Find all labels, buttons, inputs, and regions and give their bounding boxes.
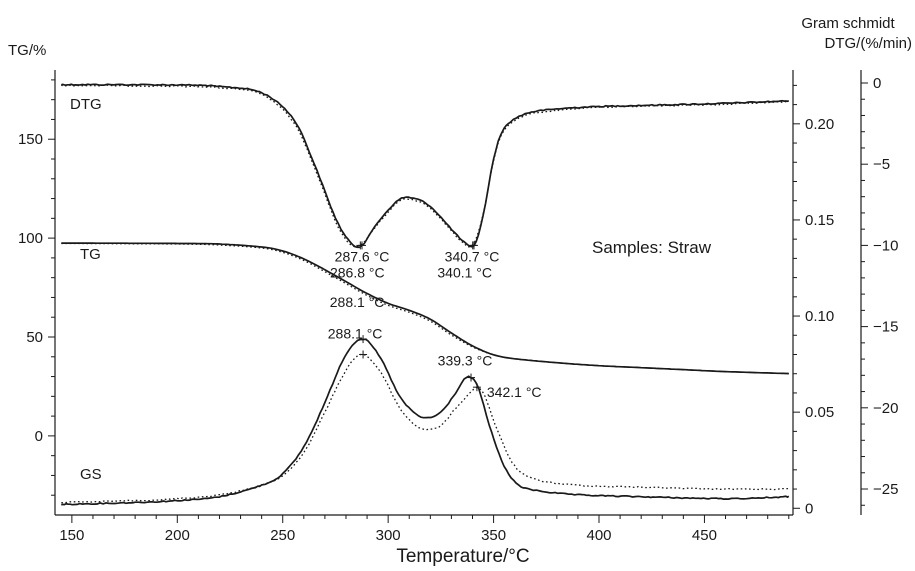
dtg-tick-label: −15 bbox=[873, 319, 898, 336]
dtg-tick-label: −25 bbox=[873, 481, 898, 498]
gram-schmidt-axis-title: Gram schmidt bbox=[801, 15, 895, 32]
series-label-tg: TG bbox=[80, 246, 101, 263]
x-tick-label: 250 bbox=[270, 527, 295, 544]
tg-tick-label: 100 bbox=[18, 230, 43, 247]
gs-curve-dotted bbox=[61, 353, 789, 504]
tg-curve bbox=[61, 242, 789, 375]
gs-tick-label: 0.15 bbox=[805, 212, 834, 229]
tg-tick-label: 0 bbox=[35, 428, 43, 445]
dtg-axis-title: DTG/(%/min) bbox=[825, 35, 913, 52]
peak-label: 340.7 °C bbox=[445, 248, 500, 264]
peak-label: 288.1 °C bbox=[328, 326, 383, 342]
dtg-tick-label: −10 bbox=[873, 237, 898, 254]
dtg-curve bbox=[61, 83, 790, 249]
gs-tick-label: 0.05 bbox=[805, 404, 834, 421]
x-tick-label: 350 bbox=[481, 527, 506, 544]
gs-tick-label: 0 bbox=[805, 500, 813, 517]
x-tick-label: 300 bbox=[376, 527, 401, 544]
dtg-axis: 0 −5 −10 −15 −20 −25 bbox=[861, 75, 898, 506]
gram-schmidt-axis: 0 0.05 0.10 0.15 0.20 bbox=[793, 84, 834, 517]
gs-tick-label: 0.10 bbox=[805, 308, 834, 325]
peak-label: 340.1 °C bbox=[437, 264, 492, 280]
tg-tick-label: 50 bbox=[26, 329, 43, 346]
peak-label: 342.1 °C bbox=[487, 384, 542, 400]
x-tick-label: 200 bbox=[165, 527, 190, 544]
dtg-tick-label: −20 bbox=[873, 400, 898, 417]
tg-axis: 0 50 100 150 bbox=[18, 79, 55, 496]
x-axis-title: Temperature/°C bbox=[396, 546, 529, 567]
gs-tick-label: 0.20 bbox=[805, 116, 834, 133]
series-label-dtg: DTG bbox=[70, 96, 102, 113]
gs-curve bbox=[61, 338, 790, 506]
sample-annotation: Samples: Straw bbox=[592, 238, 712, 257]
peak-label: 288.1 °C bbox=[330, 294, 385, 310]
series-label-gs: GS bbox=[80, 466, 102, 483]
dtg-curve-dotted bbox=[60, 84, 790, 248]
tg-curve-dotted bbox=[61, 242, 789, 375]
peak-label: 287.6 °C bbox=[335, 248, 390, 264]
x-axis: 150 200 250 300 350 400 450 bbox=[59, 515, 790, 544]
x-tick-label: 450 bbox=[692, 527, 717, 544]
series-group bbox=[60, 83, 790, 506]
plot-frame bbox=[54, 70, 862, 516]
x-tick-label: 400 bbox=[586, 527, 611, 544]
dtg-tick-label: 0 bbox=[873, 75, 881, 92]
tg-tick-label: 150 bbox=[18, 131, 43, 148]
x-tick-label: 150 bbox=[59, 527, 84, 544]
peak-label: 339.3 °C bbox=[438, 353, 493, 369]
tg-axis-title: TG/% bbox=[8, 42, 46, 59]
peak-label: 286.8 °C bbox=[330, 264, 385, 280]
dtg-tick-label: −5 bbox=[873, 156, 890, 173]
